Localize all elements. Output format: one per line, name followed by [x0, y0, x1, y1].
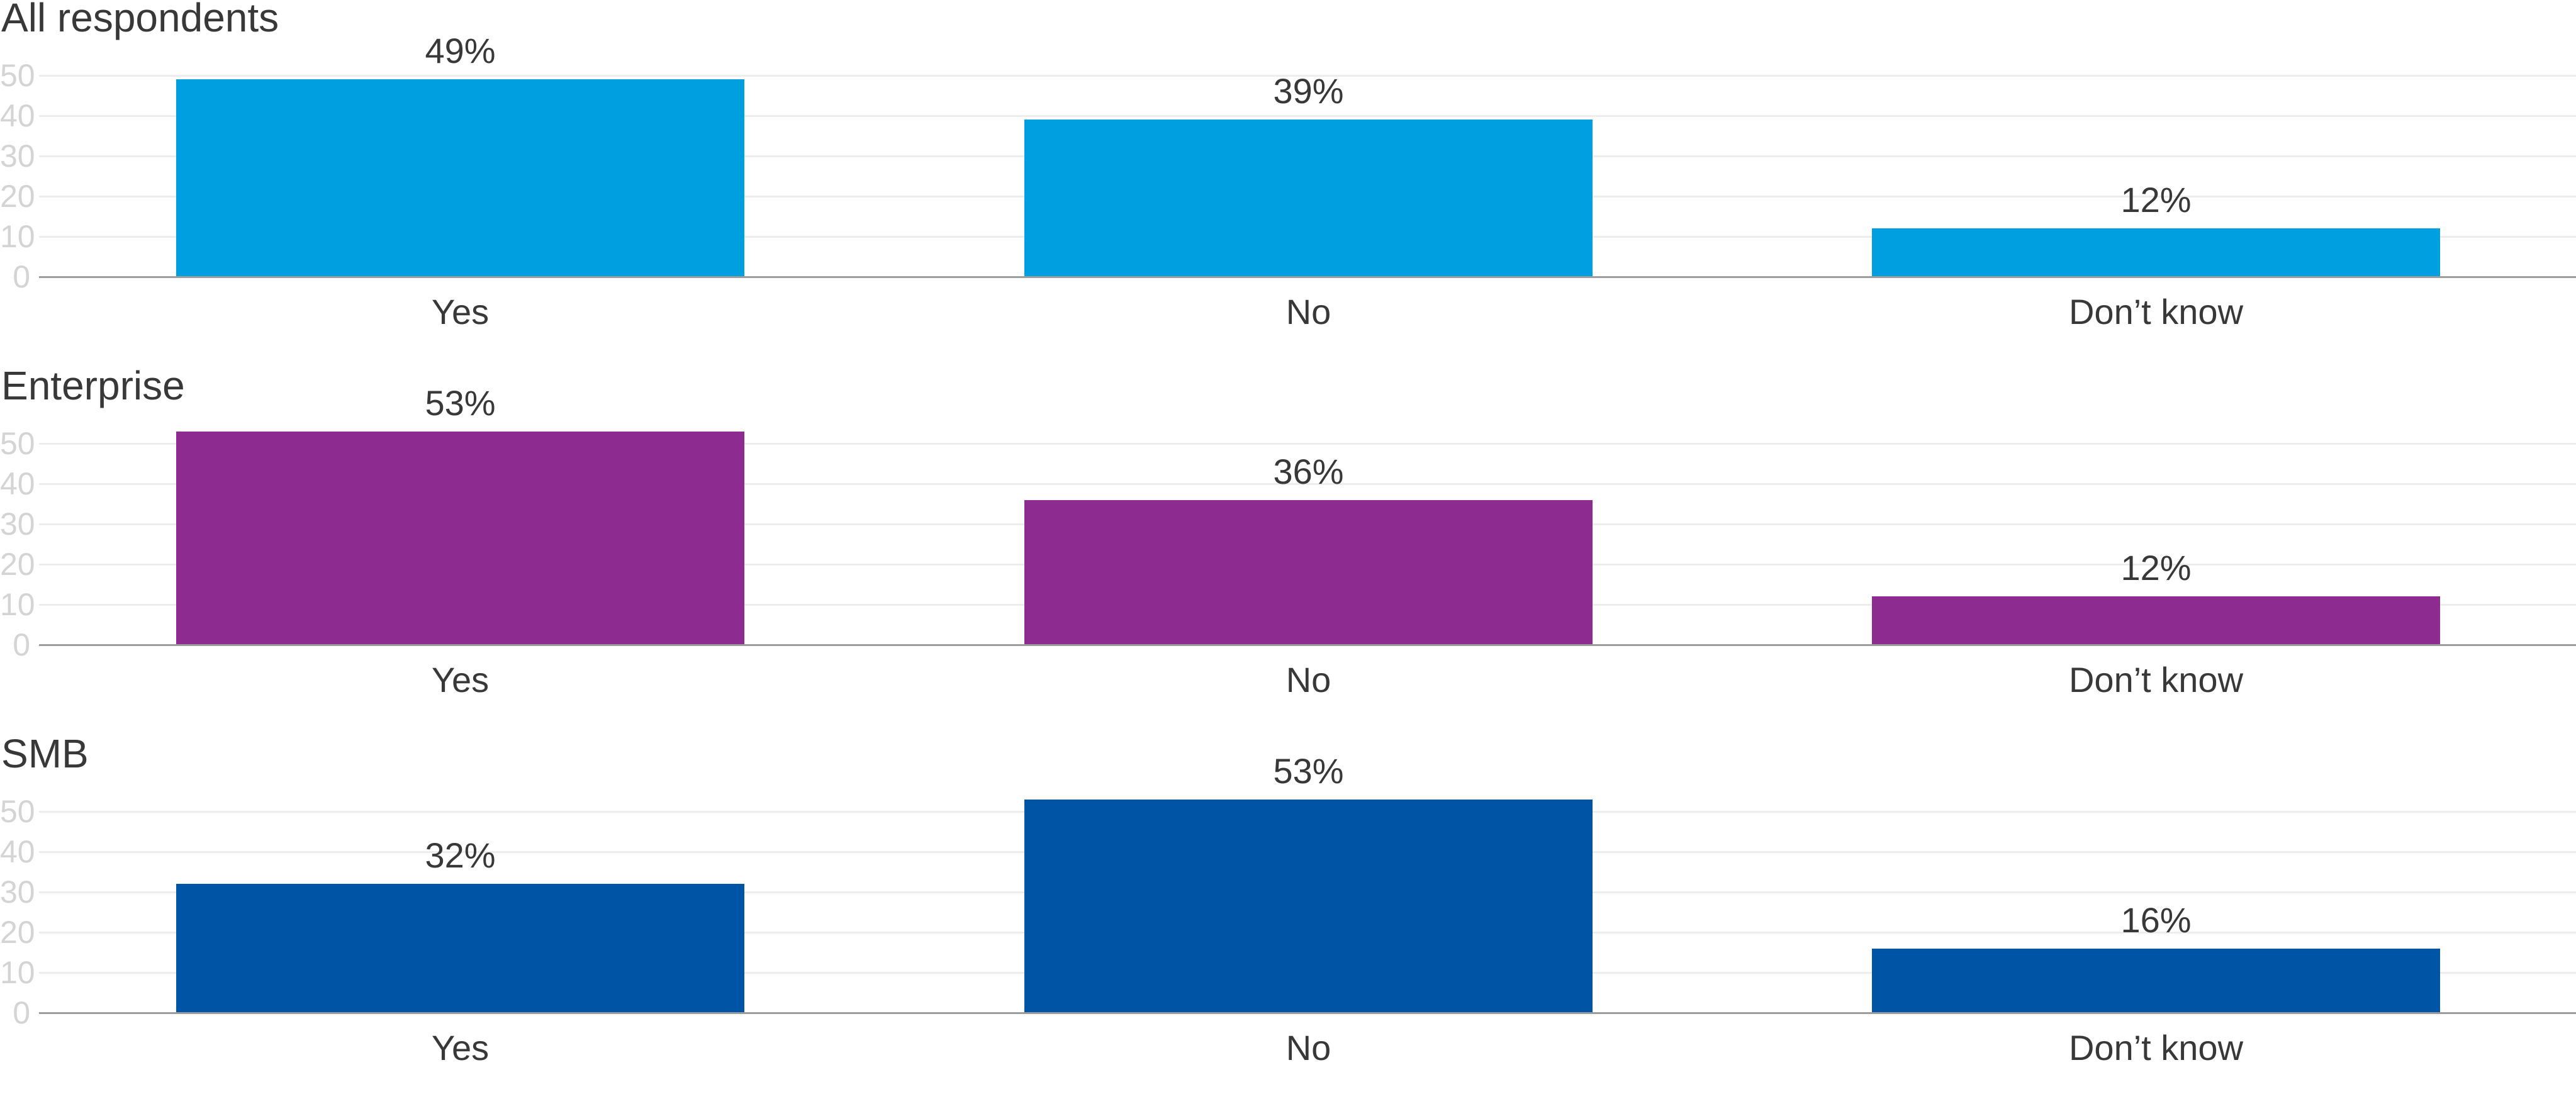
category-label: No	[1285, 292, 1331, 332]
y-tick-label: 20	[0, 915, 35, 950]
y-tick-label: 40	[0, 466, 35, 501]
gridline	[39, 442, 2576, 445]
bar-dont-know	[1872, 596, 2440, 645]
bar-no	[1024, 120, 1593, 277]
category-label: No	[1285, 1028, 1331, 1068]
y-tick-label: 50	[0, 794, 35, 829]
category-label: Don’t know	[2068, 292, 2244, 332]
bar-dont-know	[1872, 948, 2440, 1013]
gridline	[39, 114, 2576, 117]
y-tick-label: 50	[0, 58, 35, 93]
y-tick-label: 20	[0, 179, 35, 214]
chart-title: Enterprise	[1, 363, 185, 408]
plot-area: 0 10 20 30 40 50 49% Yes 39% No 12% Don’t know	[0, 0, 2576, 368]
value-label: 53%	[1273, 750, 1344, 791]
value-label: 12%	[2120, 180, 2192, 220]
category-label: Don’t know	[2068, 660, 2244, 700]
baseline	[39, 1012, 2576, 1014]
category-label: Don’t know	[2068, 1028, 2244, 1068]
y-tick-label: 40	[0, 98, 35, 133]
y-tick-label: 30	[0, 506, 35, 542]
y-tick-label: 0	[13, 259, 30, 294]
baseline	[39, 644, 2576, 646]
y-tick-label: 30	[0, 874, 35, 910]
bar-yes	[176, 431, 744, 645]
bar-yes	[176, 884, 744, 1013]
category-label: Yes	[431, 292, 490, 332]
bar-no	[1024, 499, 1593, 645]
value-label: 32%	[425, 835, 496, 876]
y-tick-label: 50	[0, 426, 35, 461]
value-label: 16%	[2120, 900, 2192, 940]
bar-yes	[176, 79, 744, 277]
plot-area: 0 10 20 30 40 50 32% Yes 53% No 16% Don’t know	[0, 736, 2576, 1104]
y-tick-label: 0	[13, 627, 30, 662]
value-label: 39%	[1273, 71, 1344, 111]
chart-title: SMB	[1, 731, 89, 776]
chart-block-enterprise: Enterprise 0 10 20 30 40 50 53% Yes 36% No 12% Don’t…	[0, 363, 2576, 736]
chart-block-smb: SMB 0 10 20 30 40 50 32% Yes 53% No 16% Don’t know	[0, 731, 2576, 1104]
gridline	[39, 74, 2576, 77]
category-label: Yes	[431, 1028, 490, 1068]
chart-title: All respondents	[1, 0, 279, 40]
y-tick-label: 40	[0, 834, 35, 869]
value-label: 36%	[1273, 451, 1344, 491]
y-tick-label: 0	[13, 995, 30, 1030]
chart-block-all-respondents: All respondents 0 10 20 30 40 50 49% Yes 39% No 12%…	[0, 0, 2576, 368]
bar-no	[1024, 799, 1593, 1013]
value-label: 49%	[425, 31, 496, 71]
chart-canvas: { "style": { "text_color": "#383838", "t…	[0, 0, 2576, 1067]
category-label: Yes	[431, 660, 490, 700]
gridline	[39, 482, 2576, 485]
plot-area: 0 10 20 30 40 50 53% Yes 36% No 12% Don’t know	[0, 368, 2576, 736]
y-tick-label: 30	[0, 138, 35, 174]
y-tick-label: 10	[0, 587, 35, 622]
y-tick-label: 10	[0, 219, 35, 254]
y-tick-label: 20	[0, 547, 35, 582]
bar-dont-know	[1872, 228, 2440, 277]
baseline	[39, 276, 2576, 278]
y-tick-label: 10	[0, 955, 35, 990]
value-label: 53%	[425, 382, 496, 423]
value-label: 12%	[2120, 548, 2192, 588]
category-label: No	[1285, 660, 1331, 700]
